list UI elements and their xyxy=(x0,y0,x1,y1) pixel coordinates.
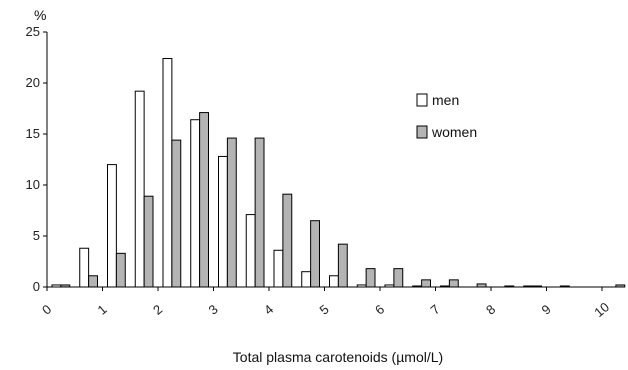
bar-men xyxy=(134,90,145,288)
bar-men xyxy=(328,275,339,288)
bar-men xyxy=(106,164,117,288)
bar-men xyxy=(439,285,450,288)
legend-swatch-women xyxy=(416,125,428,139)
bar-women xyxy=(171,139,182,288)
x-tick-label: 1 xyxy=(95,302,110,318)
bar-women xyxy=(254,137,265,288)
x-tick-label: 3 xyxy=(206,302,221,318)
x-tick-label: 4 xyxy=(261,302,276,318)
bar-women xyxy=(421,279,432,288)
bar-men xyxy=(217,155,228,288)
bar-men xyxy=(190,119,201,288)
x-tick-label: 10 xyxy=(591,299,612,320)
bar-women xyxy=(310,220,321,288)
bar-women xyxy=(337,243,348,288)
x-tick-label: 9 xyxy=(539,302,554,318)
legend-swatch-men xyxy=(416,93,428,107)
bar-men xyxy=(412,285,423,288)
bar-men xyxy=(301,271,312,288)
bar-women xyxy=(143,195,154,288)
x-tick-label: 7 xyxy=(428,302,443,318)
x-axis: 0 1 2 3 4 5 6 7 8 9 10 xyxy=(39,286,622,320)
bar-men xyxy=(162,58,173,288)
y-tick-label: 20 xyxy=(26,75,40,90)
bar-women xyxy=(365,268,376,288)
x-tick-label: 0 xyxy=(39,302,54,318)
x-axis-title: Total plasma carotenoids (µmol/L) xyxy=(233,349,443,365)
y-tick-label: 25 xyxy=(26,24,40,39)
bar-men xyxy=(273,249,284,288)
bar-men xyxy=(523,285,534,288)
bar-women xyxy=(115,252,126,288)
bar-women xyxy=(282,193,293,288)
x-tick-label: 2 xyxy=(150,302,165,318)
bar-women xyxy=(60,284,71,288)
bar-women xyxy=(393,268,404,288)
x-tick-label: 5 xyxy=(317,302,332,318)
bar-women xyxy=(226,137,237,288)
bar-women xyxy=(448,279,459,288)
bar-women xyxy=(476,283,487,288)
x-tick-label: 6 xyxy=(372,302,387,318)
y-tick-label: 10 xyxy=(26,177,40,192)
y-tick-label: 5 xyxy=(33,228,40,243)
bar-women xyxy=(615,284,626,288)
bar-women xyxy=(559,285,570,288)
y-axis-unit-label: % xyxy=(34,7,46,23)
bar-men xyxy=(51,284,62,288)
y-tick-label: 0 xyxy=(33,279,40,294)
bar-women xyxy=(199,112,210,288)
bar-women xyxy=(532,285,543,288)
bar-women xyxy=(88,275,99,288)
bar-men xyxy=(79,247,90,288)
bar-men xyxy=(356,284,367,288)
legend: men women xyxy=(416,92,477,140)
y-tick-label: 15 xyxy=(26,126,40,141)
legend-label-men: men xyxy=(432,92,459,108)
bar-men xyxy=(384,284,395,288)
legend-label-women: women xyxy=(431,124,477,140)
y-axis: 0 5 10 15 20 25 xyxy=(26,24,48,294)
x-tick-label: 8 xyxy=(483,302,498,318)
bar-women xyxy=(504,285,515,288)
bar-men xyxy=(245,214,256,288)
bars xyxy=(51,58,626,288)
